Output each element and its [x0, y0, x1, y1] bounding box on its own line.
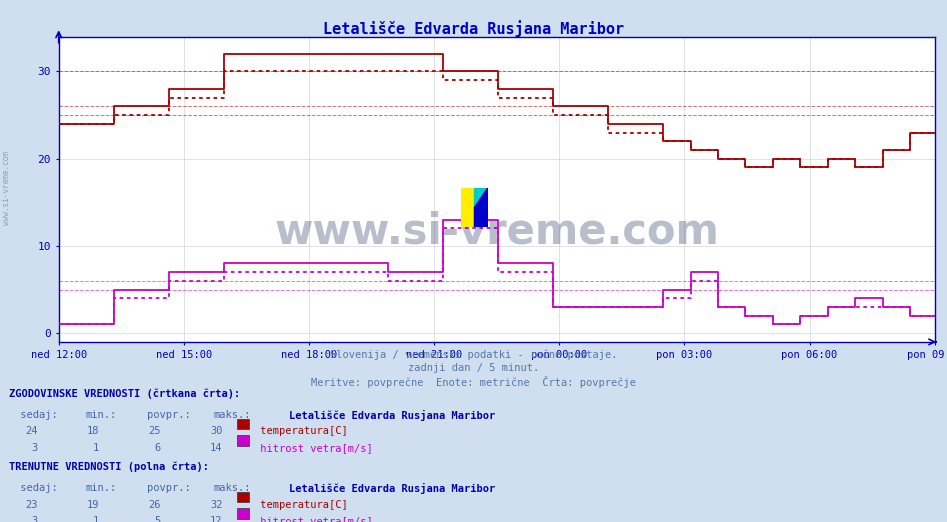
Text: 5: 5 — [154, 516, 161, 522]
Text: 3: 3 — [31, 443, 38, 453]
Text: 14: 14 — [210, 443, 223, 453]
Text: Letališče Edvarda Rusjana Maribor: Letališče Edvarda Rusjana Maribor — [289, 410, 495, 421]
Text: 19: 19 — [87, 500, 99, 509]
Text: www.si-vreme.com: www.si-vreme.com — [2, 151, 11, 225]
Text: maks.:: maks.: — [213, 483, 251, 493]
Text: hitrost vetra[m/s]: hitrost vetra[m/s] — [254, 516, 372, 522]
Text: ZGODOVINSKE VREDNOSTI (črtkana črta):: ZGODOVINSKE VREDNOSTI (črtkana črta): — [9, 389, 241, 399]
Text: www.si-vreme.com: www.si-vreme.com — [275, 211, 719, 253]
Text: 30: 30 — [210, 426, 223, 436]
Text: 18: 18 — [87, 426, 99, 436]
Text: temperatura[C]: temperatura[C] — [254, 426, 348, 436]
Text: min.:: min.: — [85, 483, 116, 493]
Polygon shape — [474, 188, 488, 208]
Text: min.:: min.: — [85, 410, 116, 420]
Text: Letališče Edvarda Rusjana Maribor: Letališče Edvarda Rusjana Maribor — [289, 483, 495, 494]
Text: 1: 1 — [93, 443, 99, 453]
Text: 1: 1 — [93, 516, 99, 522]
Text: 25: 25 — [149, 426, 161, 436]
Polygon shape — [461, 188, 474, 227]
Text: 23: 23 — [26, 500, 38, 509]
Text: temperatura[C]: temperatura[C] — [254, 500, 348, 509]
Text: povpr.:: povpr.: — [147, 483, 190, 493]
Text: 3: 3 — [31, 516, 38, 522]
Text: Meritve: povprečne  Enote: metrične  Črta: povprečje: Meritve: povprečne Enote: metrične Črta:… — [311, 376, 636, 388]
Text: 32: 32 — [210, 500, 223, 509]
Text: sedaj:: sedaj: — [14, 410, 58, 420]
Text: 6: 6 — [154, 443, 161, 453]
Text: hitrost vetra[m/s]: hitrost vetra[m/s] — [254, 443, 372, 453]
Text: povpr.:: povpr.: — [147, 410, 190, 420]
Text: 12: 12 — [210, 516, 223, 522]
Text: Letališče Edvarda Rusjana Maribor: Letališče Edvarda Rusjana Maribor — [323, 20, 624, 37]
Text: Slovenija / vremenski podatki - ročne postaje.: Slovenija / vremenski podatki - ročne po… — [330, 350, 617, 360]
Text: TRENUTNE VREDNOSTI (polna črta):: TRENUTNE VREDNOSTI (polna črta): — [9, 462, 209, 472]
Text: 24: 24 — [26, 426, 38, 436]
Text: maks.:: maks.: — [213, 410, 251, 420]
Text: 26: 26 — [149, 500, 161, 509]
Polygon shape — [474, 188, 488, 227]
Text: sedaj:: sedaj: — [14, 483, 58, 493]
Text: zadnji dan / 5 minut.: zadnji dan / 5 minut. — [408, 363, 539, 373]
